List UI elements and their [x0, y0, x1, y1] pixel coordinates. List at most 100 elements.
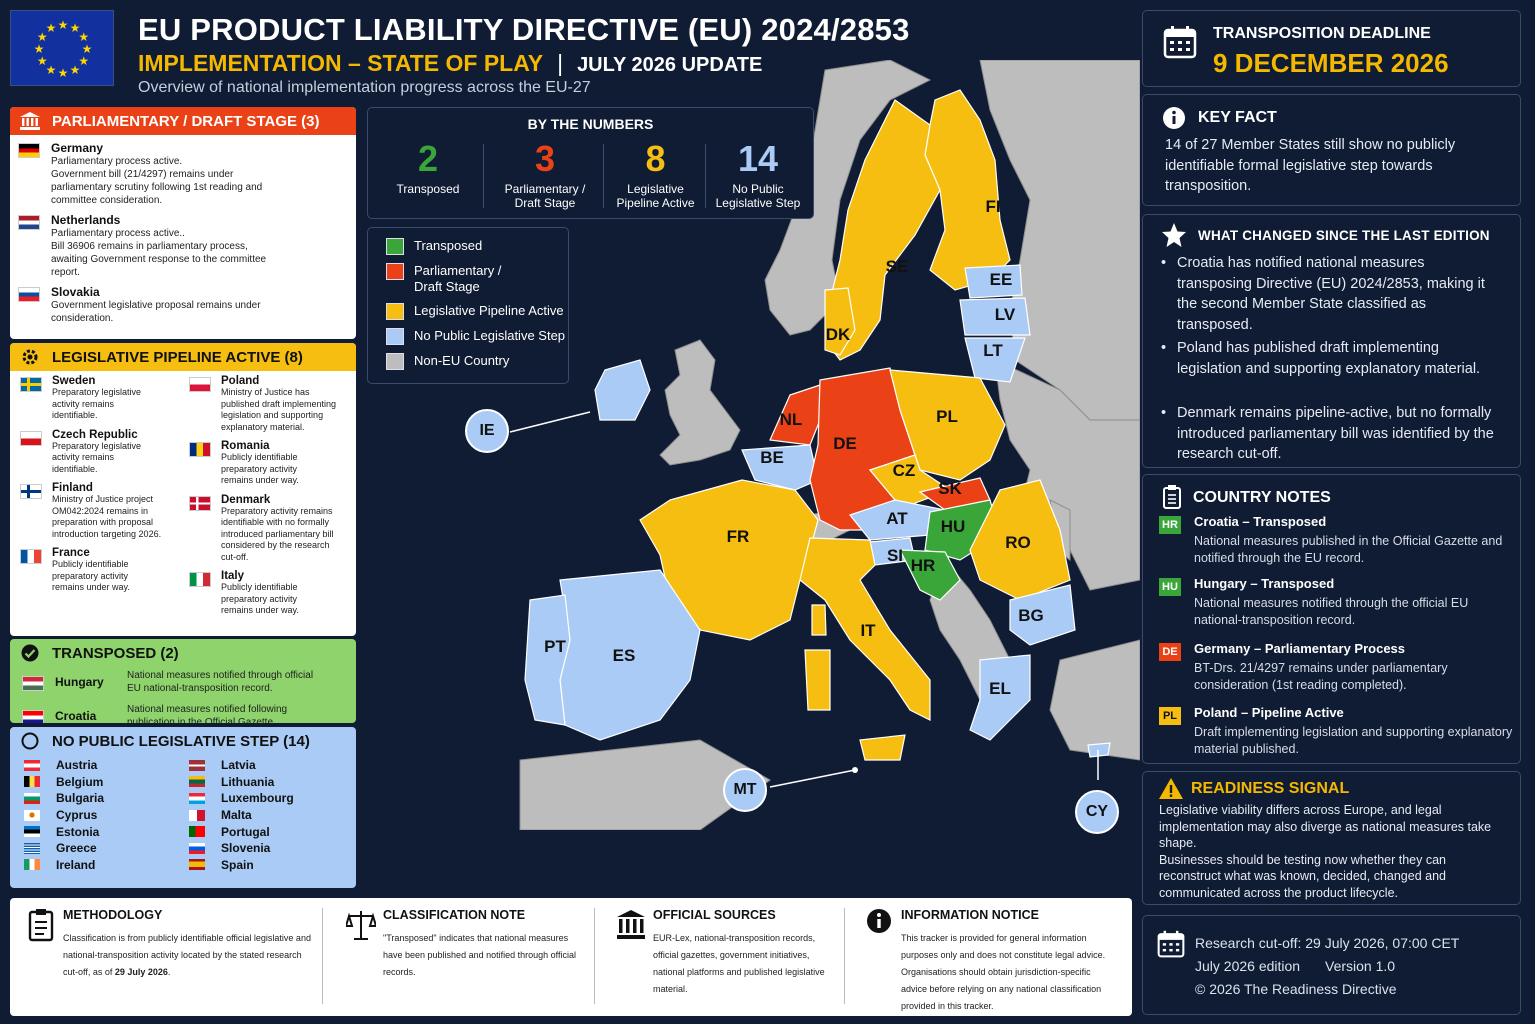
divider [603, 144, 604, 208]
map-label-lt: LT [983, 341, 1003, 360]
stat-value: 3 [534, 138, 556, 179]
list-item: Belgium [22, 774, 179, 791]
empty-circle-icon [20, 731, 40, 751]
legend-swatch [386, 238, 404, 255]
turkey-region [1049, 639, 1140, 761]
netherlands-region [769, 384, 821, 446]
list-item: Estonia [22, 823, 179, 840]
legend-swatch [386, 303, 404, 320]
country-name: Romania [221, 440, 270, 452]
sardinia-region [804, 649, 831, 711]
flag-star: ★ [34, 42, 45, 56]
note-desc: National measures notified through the o… [1194, 596, 1469, 627]
cyprus-region [1087, 742, 1111, 758]
map-label-fi: FI [985, 197, 1000, 216]
country-desc: Ministry of Justice has published draft … [221, 387, 337, 432]
list-item: Spain [187, 857, 344, 874]
italy-flag-icon [189, 572, 211, 587]
flag-star: ★ [78, 54, 89, 68]
key-fact-box: KEY FACT 14 of 27 Member States still sh… [1142, 94, 1521, 206]
finland-flag-icon [20, 484, 42, 499]
country-name: Slovakia [51, 285, 100, 299]
map-label-it: IT [860, 621, 876, 640]
greece-region [969, 654, 1031, 741]
country-desc: Preparatory legislative activity remains… [52, 440, 142, 474]
country-notes-box: COUNTRY NOTES HR Croatia – Transposed Nati… [1142, 474, 1521, 764]
divider [483, 144, 484, 208]
map-label-hu: HU [941, 517, 966, 536]
flag-star: ★ [82, 42, 93, 56]
methodology-text: Classification is from publicly identifi… [63, 930, 313, 981]
flag-star: ★ [58, 18, 69, 32]
list-item: Netherlands Parliamentary process active… [10, 213, 356, 279]
netherlands-flag-icon [18, 215, 40, 230]
research-cutoff: Research cut-off: 29 July 2026, 07:00 CE… [1195, 935, 1460, 951]
info-icon [867, 909, 891, 933]
country-name: Slovenia [221, 841, 271, 856]
list-item: France Publicly identifiable preparatory … [20, 547, 181, 594]
country-name: Finland [52, 482, 93, 494]
change-bullet: Denmark remains pipeline-active, but no … [1161, 403, 1501, 465]
stat-pipeline: 8 Legislative Pipeline Active [608, 140, 703, 211]
romania-flag-icon [189, 442, 211, 457]
list-item: Cyprus [22, 807, 179, 824]
map-label-pt: PT [544, 637, 566, 656]
mt-bubble: MT [723, 768, 767, 812]
flag-star: ★ [37, 30, 48, 44]
classification-text: "Transposed" indicates that national mea… [383, 933, 576, 977]
ie-bubble: IE [465, 409, 509, 453]
divider [705, 144, 706, 208]
italy-region [799, 537, 931, 721]
country-name: Poland [221, 375, 260, 387]
legend-item: No Public Legislative Step [386, 328, 568, 345]
country-name: Malta [221, 808, 252, 823]
methodology-heading: METHODOLOGY [63, 908, 163, 922]
methodology-date: 29 July 2026 [114, 967, 168, 977]
france-region [639, 479, 819, 641]
map-label-de: DE [833, 434, 857, 453]
list-item: Romania Publicly identifiable preparatory… [189, 440, 350, 487]
country-name: Hungary [55, 675, 104, 689]
bottom-info-bar: METHODOLOGY Classification is from publi… [10, 898, 1132, 1016]
list-item: Germany Parliamentary process active. Go… [10, 141, 356, 207]
map-label-be: BE [760, 448, 784, 467]
legend-swatch [386, 263, 404, 280]
flag-star: ★ [70, 63, 81, 77]
page-subtitle: IMPLEMENTATION – STATE OF PLAY | JULY 2026… [138, 50, 762, 77]
list-item: Croatia National measures notified follo… [10, 701, 356, 723]
latvia-region [959, 297, 1031, 336]
legend-swatch [386, 353, 404, 370]
latvia-flag-icon [189, 759, 205, 771]
country-name: Greece [56, 841, 97, 856]
changes-box: WHAT CHANGED SINCE THE LAST EDITION Croa… [1142, 214, 1521, 468]
sweden-region [824, 99, 941, 361]
country-name: Denmark [221, 493, 271, 506]
country-name: Netherlands [51, 213, 121, 227]
country-code-badge: HR [1159, 516, 1181, 534]
europe-map: FI SE EE LV LT DK NL DE PL BE CZ SK FR AT HU SI HR RO BG IT… [509, 60, 1140, 830]
scales-icon [346, 911, 376, 940]
map-label-cz: CZ [893, 461, 916, 480]
version-label: Version 1.0 [1325, 958, 1396, 974]
portugal-flag-icon [189, 826, 205, 838]
legend-label: Legislative Pipeline Active [414, 303, 564, 318]
hungary-flag-icon [22, 675, 44, 691]
portugal-region [524, 594, 571, 726]
romania-region [969, 479, 1071, 601]
country-name: Lithuania [221, 774, 275, 789]
list-item: Slovenia [187, 840, 344, 857]
list-item: Finland Ministry of Justice project OM042… [20, 482, 181, 540]
germany-flag-icon [18, 143, 40, 158]
numbers-title: BY THE NUMBERS [527, 116, 654, 132]
country-desc: Preparatory legislative activity remains… [52, 387, 142, 420]
list-item: Slovakia Government legislative proposal… [10, 285, 356, 325]
country-code-badge: HU [1159, 578, 1181, 596]
divider [844, 908, 845, 1004]
bulgaria-region [1009, 584, 1076, 646]
map-label-es: ES [613, 646, 636, 665]
edition-label: July 2026 edition [1195, 958, 1301, 974]
malta-flag-icon [189, 809, 205, 821]
map-label-ro: RO [1005, 533, 1031, 552]
greece-flag-icon [24, 842, 40, 854]
parliamentary-heading-text: PARLIAMENTARY / DRAFT STAGE (3) [52, 112, 320, 130]
